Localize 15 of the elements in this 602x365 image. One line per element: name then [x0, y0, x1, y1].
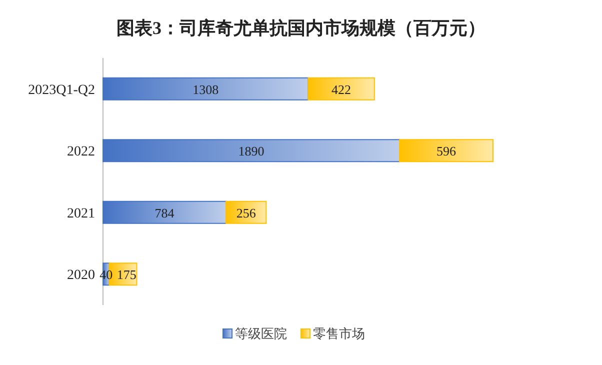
- y-tick-label: 2023Q1-Q2: [28, 82, 95, 98]
- y-tick-label: 2021: [67, 206, 95, 222]
- data-label: 40: [100, 267, 113, 282]
- data-label: 256: [236, 205, 256, 220]
- y-tick-label: 2022: [67, 144, 95, 160]
- data-label: 175: [116, 267, 136, 282]
- legend-label: 等级医院: [235, 327, 287, 342]
- data-label: 784: [154, 205, 175, 220]
- data-label: 596: [436, 144, 456, 159]
- data-label: 422: [332, 82, 352, 97]
- chart-title: 图表3：司库奇尤单抗国内市场规模（百万元）: [116, 18, 486, 38]
- data-label: 1308: [192, 82, 219, 97]
- y-tick-label: 2020: [67, 268, 95, 284]
- data-label: 1890: [238, 144, 264, 159]
- legend-label: 零售市场: [313, 327, 365, 342]
